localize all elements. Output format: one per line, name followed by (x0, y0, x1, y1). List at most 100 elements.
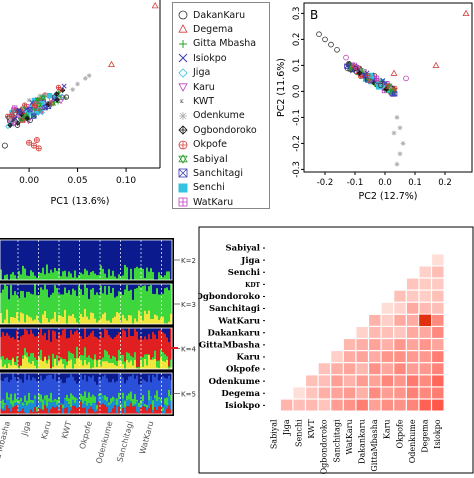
heatmap-cell (306, 266, 318, 278)
admix-bar (74, 364, 76, 369)
admix-bar (66, 293, 68, 324)
admix-bar (136, 284, 138, 288)
heatmap-cell (369, 254, 381, 266)
admix-bar (68, 377, 70, 398)
admix-bar (84, 309, 86, 324)
admix-bar (68, 328, 70, 338)
heatmap-cell (293, 327, 305, 339)
admix-bar (26, 373, 28, 380)
admix-bar (66, 240, 68, 277)
heatmap-cell (306, 278, 318, 290)
admix-bar (138, 407, 140, 413)
point (109, 62, 115, 67)
legend-symbol-circleplus (177, 139, 189, 151)
admix-bar (134, 360, 136, 369)
heatmap-cell (381, 266, 393, 278)
admix-bar (74, 290, 76, 317)
heatmap-svg: SabiyalJigaSenchiKDTOgbondorokoSanchitag… (198, 226, 474, 474)
heatmap-cell (407, 375, 419, 387)
heatmap-cell (419, 278, 431, 290)
admix-bar (150, 396, 152, 405)
admix-bar (158, 272, 160, 280)
admix-bar (148, 328, 150, 334)
admix-bar (106, 295, 108, 321)
admix-bar (74, 381, 76, 398)
admix-bar (146, 354, 148, 365)
admix-bar (82, 328, 84, 339)
admix-bar (82, 373, 84, 380)
admix-bar (130, 392, 132, 402)
admix-bar (40, 273, 42, 280)
heatmap-cell (407, 290, 419, 302)
heatmap-cell (356, 363, 368, 375)
admix-bar (64, 373, 66, 383)
point (433, 63, 439, 68)
admix-bar (42, 373, 44, 380)
admix-bar (142, 406, 144, 414)
heatmap-cell (381, 387, 393, 399)
admix-bar (160, 357, 162, 369)
admix-bar (62, 330, 64, 359)
admix-bar (34, 240, 36, 276)
heatmap-cell (394, 363, 406, 375)
admix-bar (106, 361, 108, 369)
admix-bar (168, 328, 170, 342)
admix-bar (6, 358, 8, 368)
admix-bar (86, 337, 88, 357)
admix-bar (96, 360, 98, 367)
admix-bar (14, 403, 16, 406)
admix-bar (142, 320, 144, 324)
admix-bar (142, 328, 144, 339)
admix-bar (80, 394, 82, 401)
admix-bar (104, 395, 106, 400)
admix-bar (54, 328, 56, 331)
admix-bar (22, 405, 24, 408)
heatmap-cell (356, 375, 368, 387)
admix-bar (62, 317, 64, 324)
col-label-9: Karu (383, 419, 392, 439)
admix-bar (134, 289, 136, 318)
heatmap-cell (394, 290, 406, 302)
admix-bar (106, 402, 108, 407)
admix-bar (116, 366, 118, 369)
admix-bar (164, 362, 166, 369)
admix-bar (20, 274, 22, 280)
admix-bar (66, 373, 68, 378)
heatmap-cell (318, 266, 330, 278)
admix-bar (114, 382, 116, 398)
admix-bar (152, 272, 154, 280)
admix-bar (136, 328, 138, 332)
heatmap-cell (331, 351, 343, 363)
admix-bar (28, 375, 30, 393)
admix-bar (112, 363, 114, 369)
heatmap-cell (268, 278, 280, 290)
heatmap-cell (331, 303, 343, 315)
admix-bar (90, 407, 92, 414)
legend-symbol-triangle (177, 23, 189, 35)
admix-bar (110, 373, 112, 382)
admix-bar (68, 290, 70, 315)
admix-bar (118, 313, 120, 324)
heatmap-cell (293, 266, 305, 278)
admix-bar (34, 378, 36, 395)
point (368, 79, 372, 83)
row-label-3: KDT (245, 282, 260, 289)
point (87, 73, 92, 78)
admix-bar (12, 407, 14, 408)
y-tick-label-2: 0.1 (292, 59, 302, 73)
admix-bar (122, 355, 124, 364)
heatmap-cell (407, 254, 419, 266)
admix-bar (164, 240, 166, 275)
admix-bar (90, 397, 92, 406)
admix-bar (28, 316, 30, 324)
admix-bar (150, 319, 152, 324)
admix-bar (76, 384, 78, 399)
admix-bar (10, 328, 12, 338)
point (395, 115, 400, 120)
admix-bar (102, 314, 104, 324)
admix-bar (88, 299, 90, 320)
k-label-2: K=2 (181, 257, 196, 265)
point (83, 76, 88, 81)
admix-bar (72, 406, 74, 414)
y-tick-label-3: 0.0 (292, 85, 302, 99)
